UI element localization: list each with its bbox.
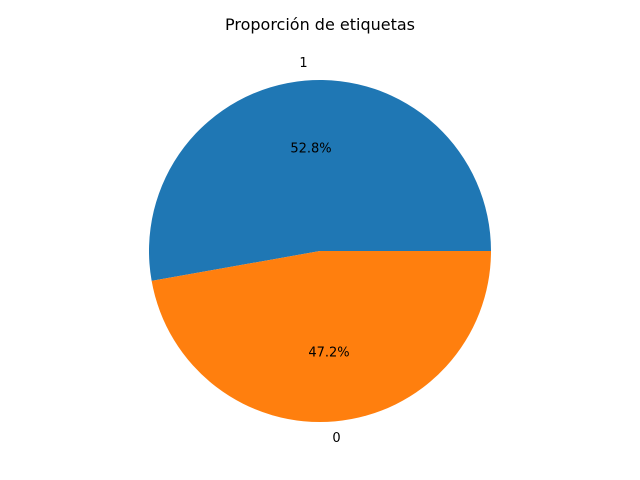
pie-slices <box>148 79 492 422</box>
pie-slice-1 <box>148 79 492 281</box>
pie-percent-label-0: 47.2% <box>308 346 349 361</box>
chart-title: Proporción de etiquetas <box>225 15 415 34</box>
pie-slice-0 <box>151 251 491 422</box>
pie-category-label-1: 1 <box>299 56 307 71</box>
pie-category-label-0: 0 <box>332 431 340 446</box>
pie-labels: 1 52.8% 0 47.2% <box>290 56 349 446</box>
pie-percent-label-1: 52.8% <box>290 141 331 156</box>
